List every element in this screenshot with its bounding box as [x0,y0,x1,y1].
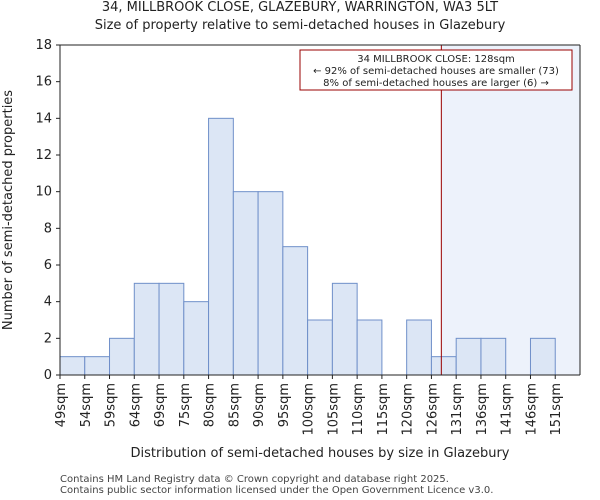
highlight-region [441,45,580,375]
x-tick-label: 146sqm [524,383,539,436]
bar-69sqm [158,282,185,376]
x-tick-label: 105sqm [326,383,341,436]
footer-copyright: Contains HM Land Registry data © Crown c… [60,474,449,485]
chart-title-address: 34, MILLBROOK CLOSE, GLAZEBURY, WARRINGT… [101,0,499,15]
bar-54sqm [84,356,111,376]
y-tick-label: 18 [35,38,52,53]
annotation-smaller-text: ← 92% of semi-detached houses are smalle… [313,66,559,77]
histogram-chart: 0 2 4 6 8 10 12 14 16 18 49sqm 54sqm 59sqm 64sqm 69sqm… [1,38,581,461]
bar-49sqm [59,356,86,376]
x-tick-label: 54sqm [79,383,94,427]
y-tick-label: 6 [44,258,52,273]
x-tick-label: 80sqm [203,383,218,427]
footer-licence: Contains public sector information licen… [60,485,494,496]
x-tick-label: 126sqm [425,383,440,436]
x-tick-label: 100sqm [302,383,317,436]
annotation-larger-text: 8% of semi-detached houses are larger (6… [323,78,549,89]
y-tick-label: 4 [44,295,52,310]
bar-85sqm [232,191,259,376]
x-axis-label: Distribution of semi-detached houses by … [131,446,510,461]
y-tick-label: 8 [44,221,52,236]
y-tick-label: 12 [35,148,52,163]
chart-subtitle: Size of property relative to semi-detach… [94,18,506,33]
y-axis-label: Number of semi-detached properties [1,90,16,330]
x-tick-label: 151sqm [549,383,564,436]
x-tick-label: 85sqm [227,383,242,427]
y-tick-label: 16 [35,75,52,90]
y-tick-label: 0 [44,368,52,383]
x-tick-label: 75sqm [178,383,193,427]
x-tick-label: 69sqm [153,383,168,427]
x-tick-label: 141sqm [500,383,515,436]
bar-136sqm [480,337,507,376]
bar-120sqm [406,319,432,376]
bar-131sqm [455,337,482,376]
x-tick-label: 64sqm [128,383,143,427]
x-tick-label: 115sqm [376,383,391,436]
bar-90sqm [257,191,284,376]
x-tick-label: 110sqm [351,383,366,436]
bar-59sqm [109,337,135,376]
annotation-box [299,49,573,91]
annotation-property-label: 34 MILLBROOK CLOSE: 128sqm [357,54,515,65]
x-tick-label: 59sqm [104,383,119,427]
bar-75sqm [183,301,210,376]
bar-95sqm [282,246,309,376]
x-tick-label: 90sqm [252,383,267,427]
bar-146sqm [529,337,556,376]
bar-126sqm [430,356,457,376]
x-tick-label: 131sqm [450,383,465,436]
x-tick-label: 120sqm [401,383,416,436]
x-tick-label: 49sqm [54,383,69,427]
x-tick-label: 136sqm [475,383,490,436]
y-tick-label: 2 [44,331,52,346]
y-tick-label: 10 [35,185,52,200]
y-tick-label: 14 [35,111,52,126]
bar-105sqm [331,282,358,376]
bar-100sqm [307,319,333,376]
x-tick-label: 95sqm [277,383,292,427]
bar-80sqm [208,117,234,376]
bar-110sqm [356,319,383,376]
bar-64sqm [133,282,160,376]
